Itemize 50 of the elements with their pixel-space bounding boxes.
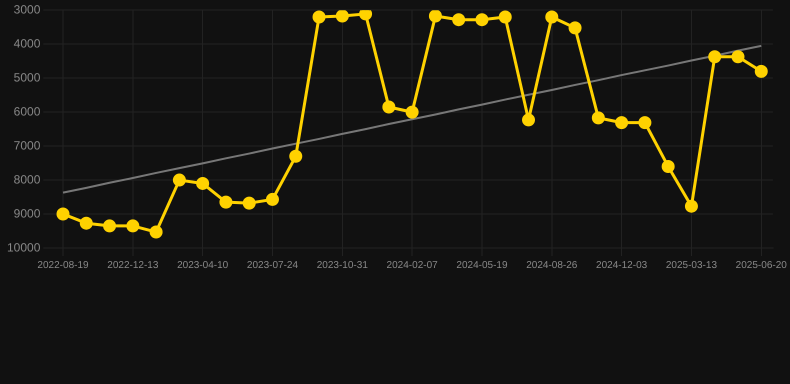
point — [754, 64, 768, 78]
x-tick-label: 2025-06-20 — [736, 260, 788, 271]
x-tick-label: 2022-12-13 — [107, 260, 159, 271]
point — [662, 160, 675, 173]
point — [545, 10, 558, 24]
point — [684, 200, 698, 213]
point — [103, 219, 116, 232]
point — [336, 10, 349, 22]
x-tick-label: 2024-05-19 — [456, 260, 508, 271]
point — [708, 50, 722, 64]
point — [312, 10, 326, 24]
point — [475, 13, 488, 26]
y-tick-label: 8000 — [14, 172, 41, 186]
point — [731, 50, 744, 64]
point — [428, 10, 442, 22]
x-tick-label: 2023-07-24 — [246, 260, 298, 271]
point — [592, 111, 605, 124]
y-tick-label: 4000 — [14, 36, 41, 50]
y-tick-label: 7000 — [14, 138, 41, 152]
point — [266, 192, 279, 206]
point — [56, 208, 70, 221]
point — [172, 174, 186, 187]
point — [568, 21, 582, 34]
point — [359, 10, 372, 20]
point — [196, 176, 210, 190]
point — [522, 113, 536, 126]
point — [498, 10, 512, 24]
point — [80, 216, 93, 230]
point — [382, 100, 396, 114]
y-tick-label: 3000 — [14, 2, 41, 17]
point — [615, 116, 628, 130]
point — [638, 116, 652, 130]
point — [452, 13, 466, 26]
x-tick-label: 2024-02-07 — [386, 260, 438, 271]
point — [150, 226, 163, 239]
x-tick-label: 2024-12-03 — [596, 260, 648, 271]
x-tick-label: 2023-10-31 — [316, 260, 368, 271]
point — [406, 106, 419, 119]
y-tick-label: 5000 — [14, 70, 41, 84]
y-tick-label: 9000 — [14, 206, 41, 220]
point — [219, 196, 232, 209]
point — [126, 219, 140, 232]
y-tick-label: 6000 — [14, 104, 41, 118]
y-tick-label: 10000 — [6, 240, 41, 254]
x-tick-label: 2022-08-19 — [37, 260, 90, 271]
x-tick-label: 2025-03-13 — [666, 260, 718, 271]
x-tick-label: 2024-08-26 — [526, 260, 578, 271]
point — [289, 150, 302, 163]
point — [242, 196, 256, 210]
x-tick-label: 2023-04-10 — [177, 260, 229, 271]
